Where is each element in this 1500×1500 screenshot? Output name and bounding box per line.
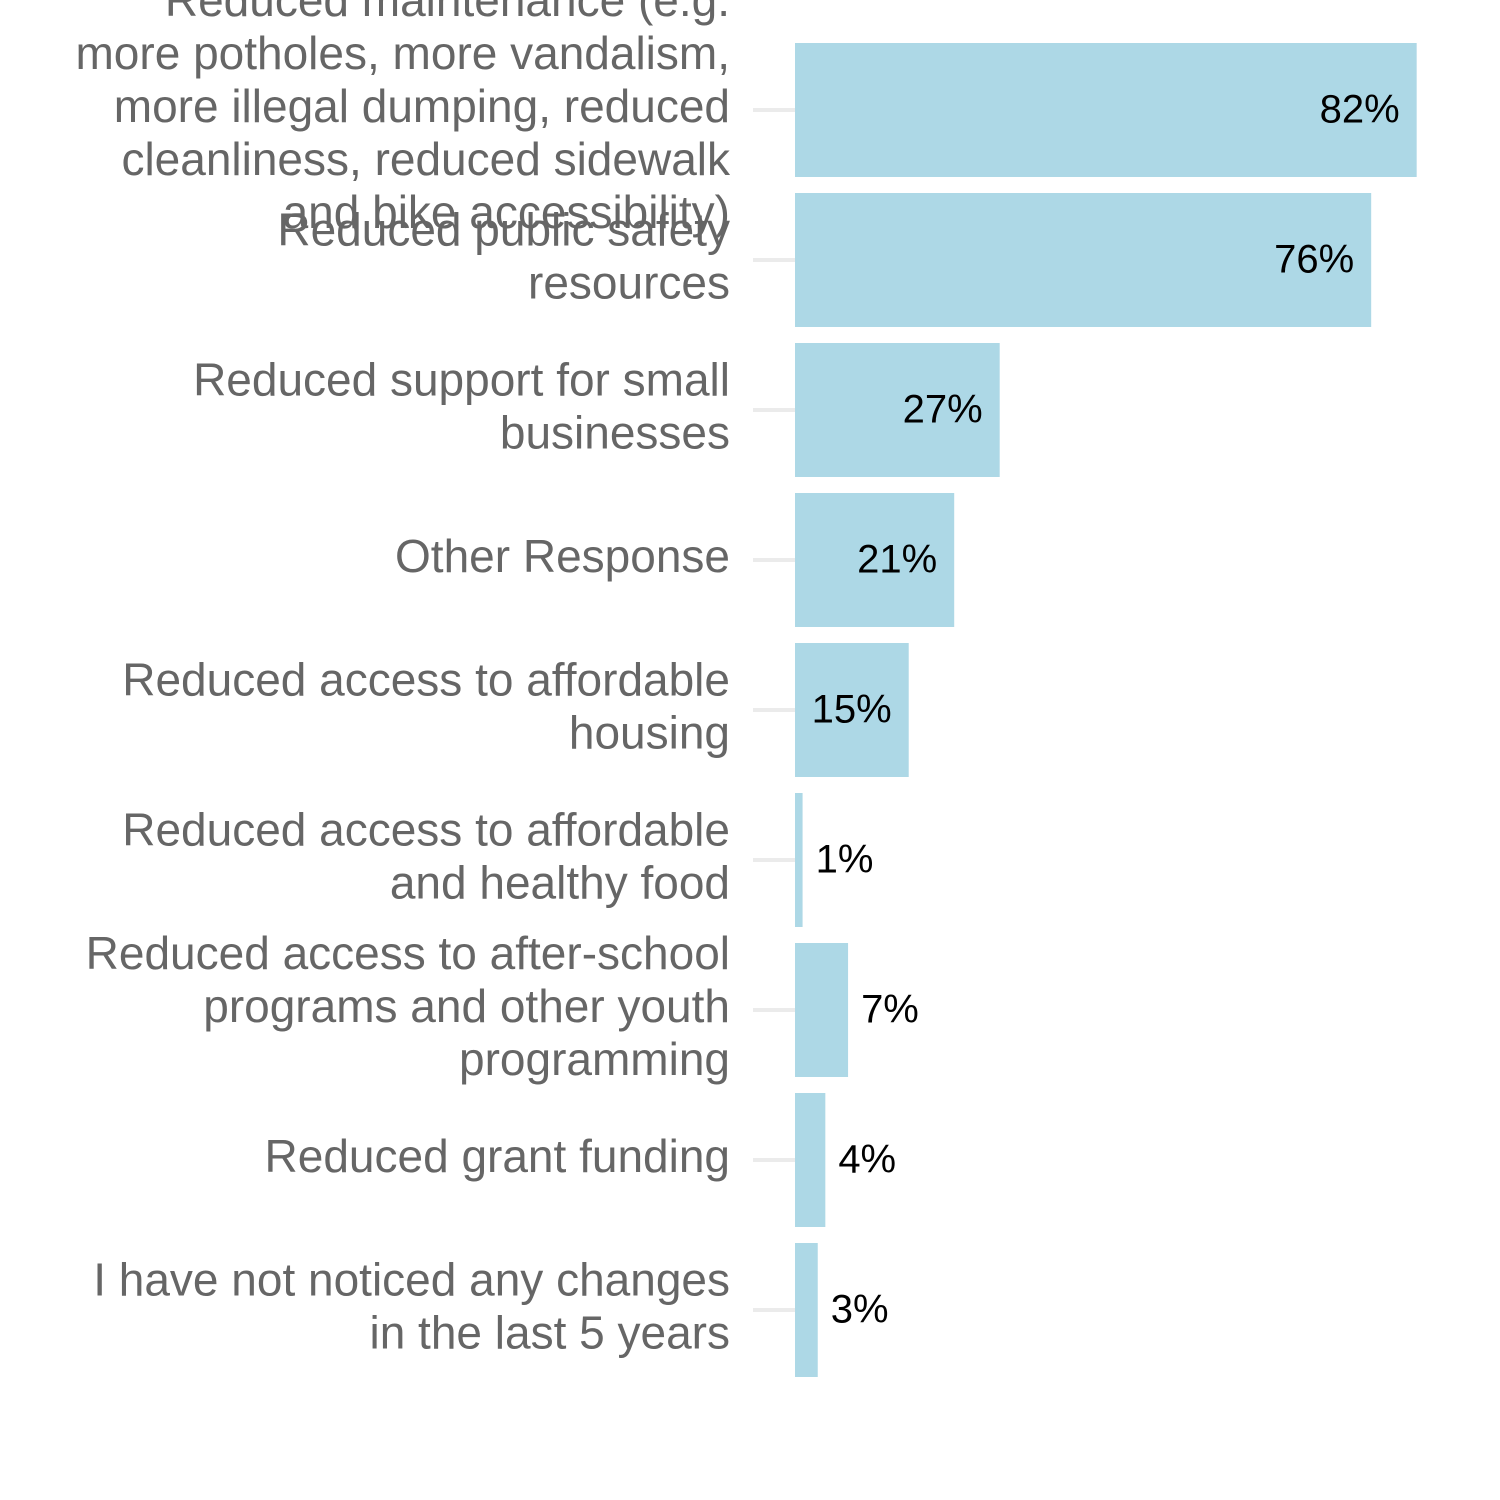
y-tick-label: and bike accessibility) <box>283 186 730 238</box>
bar <box>795 343 1000 477</box>
y-tick-label: Reduced access to affordable <box>122 804 730 856</box>
y-tick-label: Reduced public safety <box>277 204 730 256</box>
y-tick-label: resources <box>528 257 730 309</box>
y-tick-label: more illegal dumping, reduced <box>114 80 730 132</box>
value-label: 3% <box>831 1288 889 1332</box>
bar <box>795 43 1417 177</box>
y-tick-label: housing <box>569 707 730 759</box>
bar <box>795 1093 826 1227</box>
y-tick-label: Reduced access to affordable <box>122 654 730 706</box>
y-tick-label: I have not noticed any changes <box>93 1254 730 1306</box>
value-label: 4% <box>838 1138 896 1182</box>
y-tick-label: Reduced grant funding <box>265 1130 730 1182</box>
y-tick-label: and healthy food <box>390 857 730 909</box>
bar <box>795 793 803 927</box>
value-label: 21% <box>857 538 937 582</box>
value-label: 7% <box>861 988 919 1032</box>
value-label: 15% <box>812 688 892 732</box>
value-label: 82% <box>1320 88 1400 132</box>
y-tick-label: Reduced support for small <box>193 354 730 406</box>
y-tick-label: cleanliness, reduced sidewalk <box>121 133 731 185</box>
y-tick-label: Reduced maintenance (e.g. <box>165 0 730 26</box>
y-tick-label: programming <box>459 1033 730 1085</box>
bar <box>795 943 849 1077</box>
bar <box>795 643 909 777</box>
value-label: 27% <box>903 388 983 432</box>
y-tick-label: programs and other youth <box>203 980 730 1032</box>
y-tick-label: Reduced access to after-school <box>86 927 730 979</box>
bar <box>795 193 1372 327</box>
y-tick-label: Other Response <box>395 530 730 582</box>
bar <box>795 493 955 627</box>
bar <box>795 1243 818 1377</box>
value-label: 1% <box>816 838 874 882</box>
y-tick-label: more potholes, more vandalism, <box>75 27 730 79</box>
y-tick-label: in the last 5 years <box>369 1307 730 1359</box>
value-label: 76% <box>1274 238 1354 282</box>
y-tick-label: businesses <box>500 407 730 459</box>
